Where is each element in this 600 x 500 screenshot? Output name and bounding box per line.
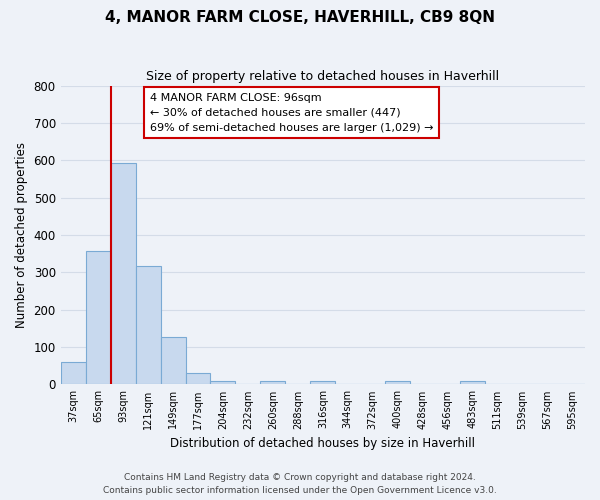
Bar: [385, 382, 410, 384]
Bar: [161, 336, 185, 384]
X-axis label: Distribution of detached houses by size in Haverhill: Distribution of detached houses by size …: [170, 437, 475, 450]
Bar: [136, 266, 161, 384]
Bar: [110, 164, 136, 384]
Bar: [86, 250, 110, 384]
Y-axis label: Number of detached properties: Number of detached properties: [15, 142, 28, 328]
Text: Contains HM Land Registry data © Crown copyright and database right 2024.
Contai: Contains HM Land Registry data © Crown c…: [103, 474, 497, 495]
Bar: [260, 380, 286, 384]
Bar: [211, 380, 235, 384]
Text: 4, MANOR FARM CLOSE, HAVERHILL, CB9 8QN: 4, MANOR FARM CLOSE, HAVERHILL, CB9 8QN: [105, 10, 495, 25]
Bar: [61, 362, 86, 384]
Bar: [460, 382, 485, 384]
Text: 4 MANOR FARM CLOSE: 96sqm
← 30% of detached houses are smaller (447)
69% of semi: 4 MANOR FARM CLOSE: 96sqm ← 30% of detac…: [150, 93, 433, 132]
Title: Size of property relative to detached houses in Haverhill: Size of property relative to detached ho…: [146, 70, 499, 83]
Bar: [185, 373, 211, 384]
Bar: [310, 382, 335, 384]
